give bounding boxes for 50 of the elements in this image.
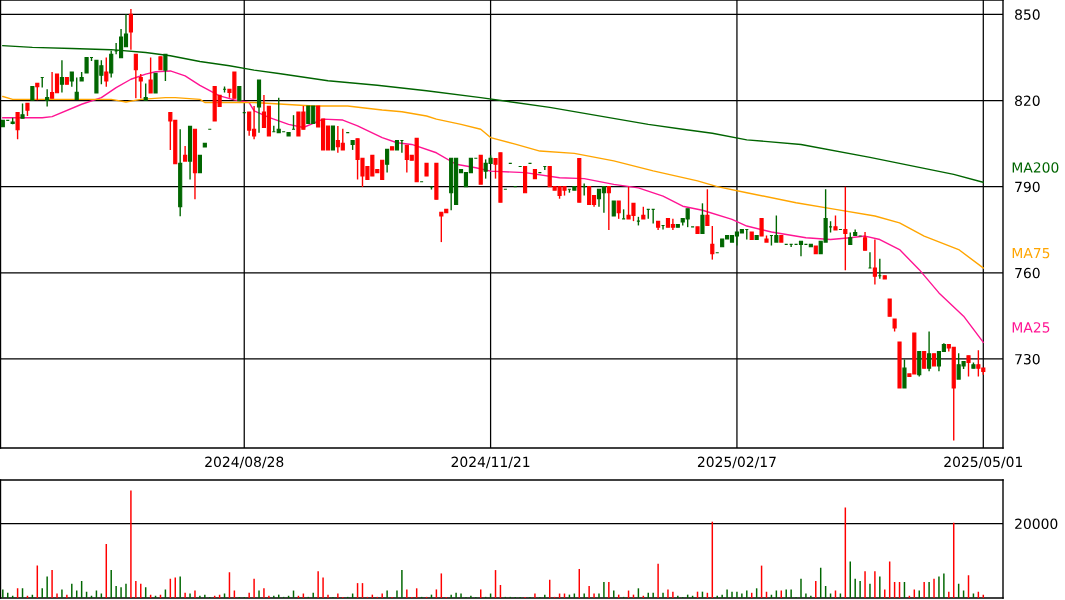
candlestick: [59, 59, 65, 94]
candlestick: [917, 350, 922, 378]
candlestick: [700, 202, 705, 235]
y-tick-label: 850: [1015, 9, 1040, 20]
y-tick-label: 20000: [1015, 518, 1058, 530]
candlestick: [734, 231, 740, 247]
x-tick-label: 2024/08/28: [205, 456, 284, 469]
candlestick: [606, 185, 611, 231]
candlestick: [927, 330, 932, 373]
text: MA25: [1012, 322, 1050, 333]
candlestick: [148, 56, 153, 94]
candlestick: [872, 238, 877, 286]
candlestick: [138, 73, 143, 99]
y-tick-label: 820: [1015, 95, 1040, 106]
candlestick: [45, 88, 50, 108]
candlestick: [385, 148, 390, 174]
candlestick: [340, 127, 345, 151]
candlestick: [710, 225, 715, 261]
candlestick: [976, 349, 981, 378]
candlestick: [705, 188, 710, 227]
candlestick: [798, 240, 804, 257]
candlestick: [133, 53, 138, 99]
candlestick: [15, 111, 20, 140]
candlestick: [774, 214, 779, 243]
x-tick-label: 2025/02/17: [697, 456, 776, 469]
candlestick: [128, 8, 134, 51]
candlestick: [153, 72, 158, 94]
text: MA200: [1012, 162, 1059, 173]
candlestick: [104, 56, 109, 88]
candlestick: [902, 358, 907, 389]
candlestick: [843, 185, 848, 271]
candlestick: [862, 231, 868, 251]
candlestick: [50, 71, 55, 99]
x-tick-label: 2024/11/21: [451, 456, 530, 469]
candlestick: [966, 355, 971, 378]
line-series: [2, 95, 984, 269]
candlestick: [74, 76, 79, 101]
candlestick: [439, 211, 444, 243]
candlestick: [685, 208, 690, 228]
candlestick: [330, 125, 336, 151]
candlestick: [601, 185, 606, 214]
line-series: [2, 70, 984, 344]
y-tick-label: 730: [1015, 353, 1040, 365]
y-tick-label: 790: [1015, 181, 1040, 193]
candlestick: [109, 50, 114, 79]
x-tick-label: 2025/05/01: [944, 456, 1023, 469]
candlestick: [247, 111, 252, 137]
candlestick: [163, 53, 168, 82]
text: MA75: [1012, 247, 1050, 259]
y-tick-label: 760: [1015, 267, 1040, 279]
